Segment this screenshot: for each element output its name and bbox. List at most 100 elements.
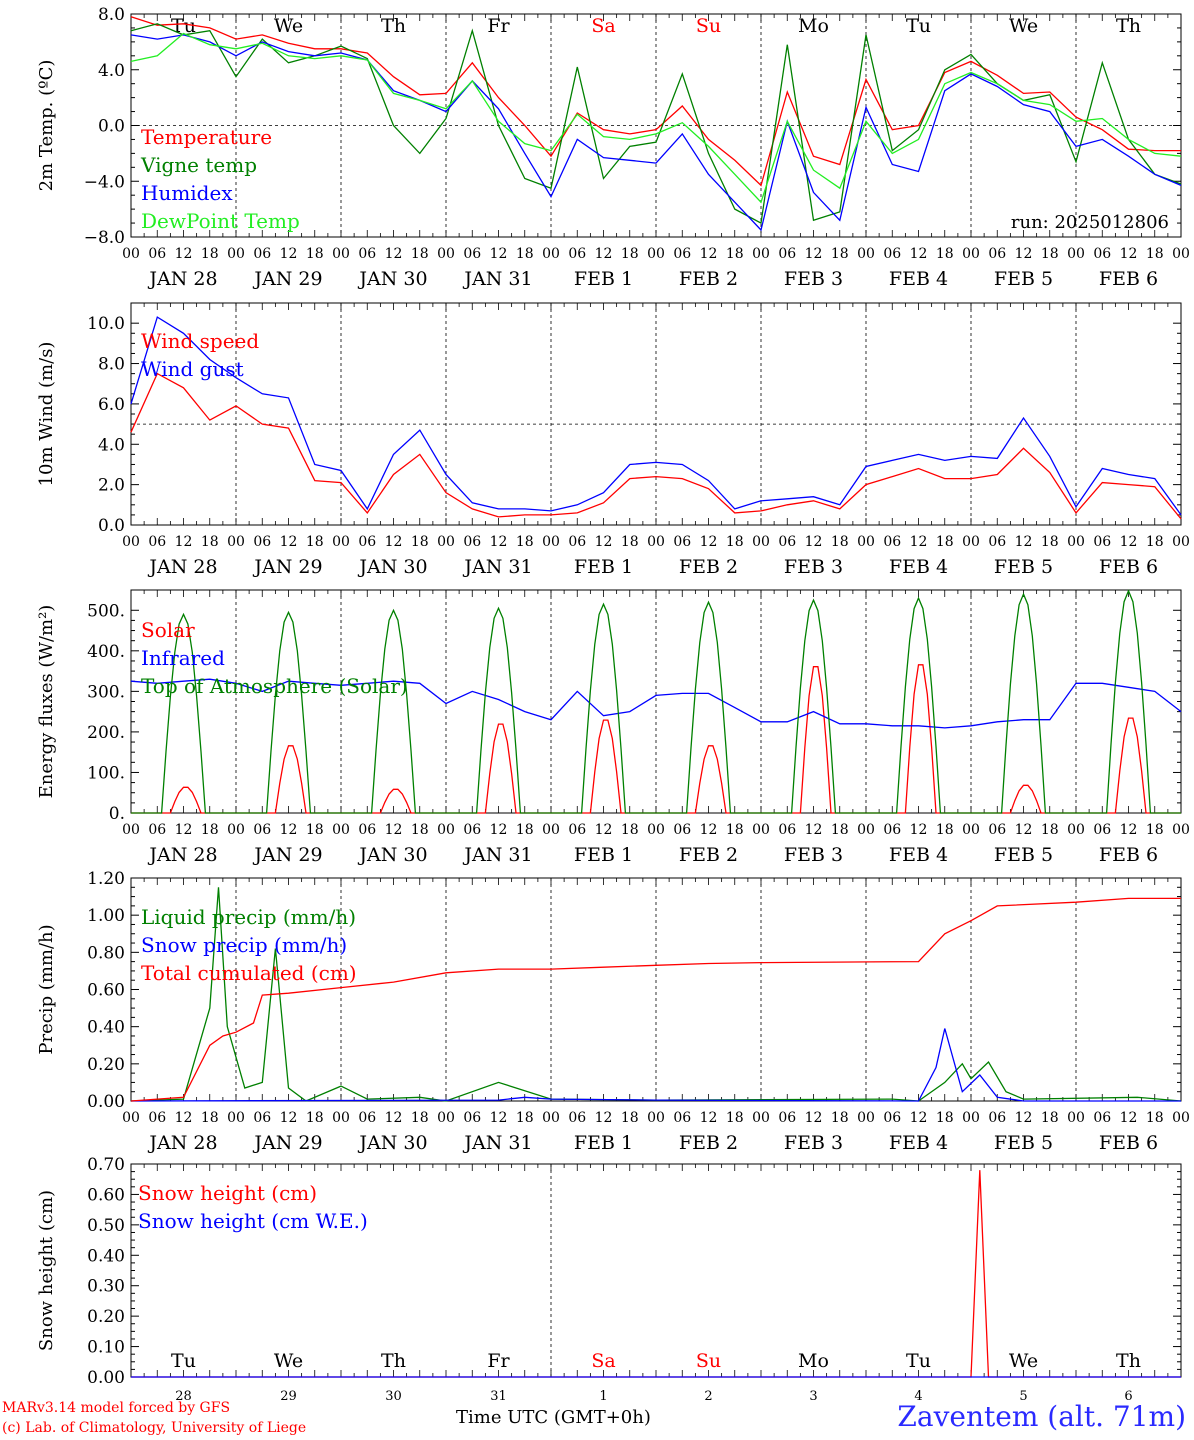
y-tick-label: −8.0 — [84, 228, 125, 248]
x-hour-label: 12 — [490, 1110, 508, 1126]
x-day-number: 5 — [1019, 1389, 1027, 1400]
x-hour-label: 18 — [201, 534, 219, 550]
x-date-label: JAN 28 — [147, 1132, 217, 1154]
x-date-label: JAN 30 — [357, 268, 427, 290]
weekday-label: We — [1009, 15, 1038, 37]
legend-label: Wind gust — [141, 357, 244, 381]
x-hour-label: 00 — [752, 1110, 770, 1126]
x-hour-label: 06 — [253, 534, 271, 550]
x-hour-label: 12 — [910, 822, 928, 838]
x-hour-label: 18 — [831, 246, 849, 262]
x-hour-label: 12 — [490, 822, 508, 838]
weekday-label: Sa — [591, 1350, 615, 1372]
x-hour-label: 18 — [411, 246, 429, 262]
x-hour-label: 18 — [726, 246, 744, 262]
x-hour-label: 00 — [227, 534, 245, 550]
y-tick-label: 0. — [109, 804, 125, 824]
x-hour-label: 06 — [358, 822, 376, 838]
y-tick-label: 0.10 — [87, 1338, 125, 1358]
x-hour-label: 18 — [516, 822, 534, 838]
x-hour-label: 12 — [1120, 246, 1138, 262]
x-hour-label: 06 — [568, 534, 586, 550]
x-hour-label: 00 — [437, 822, 455, 838]
x-hour-label: 06 — [883, 1110, 901, 1126]
series-line — [130, 897, 1181, 1102]
x-hour-label: 00 — [332, 822, 350, 838]
x-hour-label: 06 — [1093, 246, 1111, 262]
x-hour-label: 06 — [568, 246, 586, 262]
x-hour-label: 00 — [1067, 1110, 1085, 1126]
x-date-label: JAN 30 — [357, 1132, 427, 1154]
y-tick-label: 0.50 — [87, 1216, 125, 1236]
legend-label: Humidex — [141, 181, 233, 205]
x-hour-label: 18 — [306, 822, 324, 838]
x-hour-label: 00 — [962, 822, 980, 838]
x-hour-label: 00 — [1067, 246, 1085, 262]
station-name: Zaventem (alt. 71m) — [897, 1400, 1186, 1433]
x-hour-label: 06 — [778, 1110, 796, 1126]
x-hour-label: 00 — [857, 534, 875, 550]
x-hour-label: 06 — [883, 534, 901, 550]
weekday-label: Th — [381, 15, 406, 37]
x-hour-label: 18 — [1146, 1110, 1164, 1126]
x-date-label: FEB 6 — [1099, 556, 1158, 578]
x-hour-label: 06 — [148, 246, 166, 262]
y-tick-label: 500. — [87, 601, 125, 621]
x-hour-label: 12 — [175, 534, 193, 550]
x-hour-label: 18 — [1041, 246, 1059, 262]
x-date-label: FEB 5 — [994, 844, 1053, 866]
panel-frame — [130, 589, 1182, 814]
x-date-label: FEB 3 — [784, 268, 843, 290]
y-tick-label: 0.40 — [87, 1246, 125, 1266]
series-line — [130, 678, 1182, 729]
x-hour-label: 12 — [1015, 534, 1033, 550]
weekday-label: We — [1009, 1350, 1038, 1372]
weekday-label: Sa — [591, 15, 615, 37]
x-hour-label: 12 — [700, 246, 718, 262]
x-hour-label: 06 — [883, 822, 901, 838]
series-line — [130, 16, 1181, 187]
series-line — [130, 316, 1182, 516]
y-tick-label: 0.20 — [87, 1307, 125, 1327]
x-hour-label: 12 — [805, 246, 823, 262]
x-date-label: FEB 6 — [1099, 844, 1158, 866]
x-hour-label: 18 — [726, 1110, 744, 1126]
x-date-label: FEB 2 — [679, 1132, 738, 1154]
x-date-label: FEB 4 — [889, 1132, 948, 1154]
x-date-label: FEB 4 — [889, 556, 948, 578]
x-hour-label: 06 — [568, 1110, 586, 1126]
x-hour-label: 00 — [122, 246, 140, 262]
x-hour-label: 06 — [778, 822, 796, 838]
y-tick-label: 8.0 — [98, 355, 125, 375]
y-tick-label: 200. — [87, 723, 125, 743]
x-day-number: 6 — [1124, 1389, 1132, 1400]
x-hour-label: 12 — [910, 246, 928, 262]
x-hour-label: 00 — [1172, 534, 1190, 550]
x-hour-label: 18 — [936, 1110, 954, 1126]
x-date-label: FEB 2 — [679, 556, 738, 578]
x-hour-label: 12 — [280, 822, 298, 838]
x-hour-label: 06 — [358, 246, 376, 262]
y-tick-label: 6.0 — [98, 395, 125, 415]
x-date-label: JAN 30 — [357, 844, 427, 866]
x-hour-label: 12 — [175, 246, 193, 262]
x-hour-label: 18 — [516, 1110, 534, 1126]
y-tick-label: 0.60 — [87, 1185, 125, 1205]
y-tick-label: 400. — [87, 642, 125, 662]
x-hour-label: 00 — [857, 822, 875, 838]
legend-label: Snow height (cm) — [138, 1181, 317, 1205]
x-hour-label: 00 — [437, 534, 455, 550]
x-hour-label: 12 — [175, 822, 193, 838]
x-hour-label: 00 — [227, 822, 245, 838]
series-line — [130, 372, 1182, 520]
x-hour-label: 12 — [700, 822, 718, 838]
x-hour-label: 00 — [752, 822, 770, 838]
legend-label: Top of Atmosphere (Solar) — [141, 674, 408, 698]
x-date-label: FEB 5 — [994, 556, 1053, 578]
legend-label: Snow precip (mm/h) — [141, 933, 347, 957]
x-hour-label: 18 — [936, 534, 954, 550]
x-hour-label: 12 — [700, 534, 718, 550]
weekday-label: Th — [1116, 1350, 1141, 1372]
x-date-label: JAN 28 — [147, 556, 217, 578]
